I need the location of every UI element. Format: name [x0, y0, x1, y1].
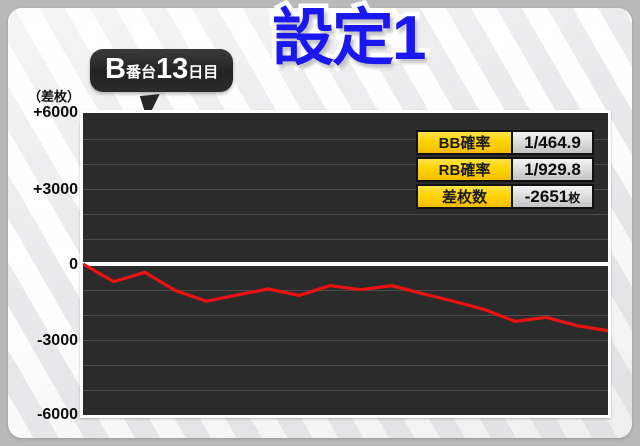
- stat-value-bb: 1/464.9: [512, 130, 594, 155]
- stat-label-bb: BB確率: [416, 130, 512, 155]
- stat-value-diff-text: -2651: [524, 186, 569, 206]
- axis-unit-label: （差枚）: [28, 89, 81, 104]
- y-axis: +6000 +3000 0 -3000 -6000: [4, 0, 78, 446]
- table-row: 差枚数 -2651枚: [416, 184, 594, 209]
- gridline-neg2000: [83, 314, 608, 316]
- gridline-5000: [83, 138, 608, 140]
- badge-machine-suffix: 番台: [125, 64, 156, 81]
- gridline-4000: [83, 163, 608, 165]
- table-row: RB確率 1/929.8: [416, 157, 594, 182]
- stat-value-rb-text: 1/929.8: [524, 159, 581, 179]
- y-axis-tick-neg3000: -3000: [37, 332, 78, 349]
- table-row: BB確率 1/464.9: [416, 130, 594, 155]
- badge-day-number: 13: [155, 53, 189, 85]
- gridline-neg1000: [83, 289, 608, 291]
- badge-day-suffix: 日目: [188, 64, 219, 81]
- gridline-zero: [83, 262, 608, 266]
- stats-table: BB確率 1/464.9 RB確率 1/929.8 差枚数 -2651枚: [416, 128, 594, 211]
- y-axis-tick-6000: +6000: [33, 104, 78, 121]
- gridline-3000: [83, 188, 608, 190]
- gridline-neg4000: [83, 364, 608, 366]
- page-title: 設定1: [267, 3, 431, 74]
- stat-value-diff-suffix: 枚: [568, 190, 581, 205]
- y-axis-tick-neg6000: -6000: [37, 406, 78, 423]
- machine-day-badge: B番台13日目: [90, 49, 234, 92]
- gridline-neg5000: [83, 389, 608, 391]
- gridline-1000: [83, 238, 608, 240]
- badge-machine-letter: B: [105, 53, 126, 85]
- gridline-2000: [83, 213, 608, 215]
- stat-label-diff: 差枚数: [416, 184, 512, 209]
- y-axis-tick-0: 0: [69, 256, 78, 273]
- chart-line-series: [83, 113, 608, 415]
- y-axis-tick-3000: +3000: [33, 181, 78, 198]
- stat-value-bb-text: 1/464.9: [524, 132, 581, 152]
- stat-value-rb: 1/929.8: [512, 157, 594, 182]
- stat-label-rb: RB確率: [416, 157, 512, 182]
- gridline-neg3000: [83, 339, 608, 341]
- stat-value-diff: -2651枚: [512, 184, 594, 209]
